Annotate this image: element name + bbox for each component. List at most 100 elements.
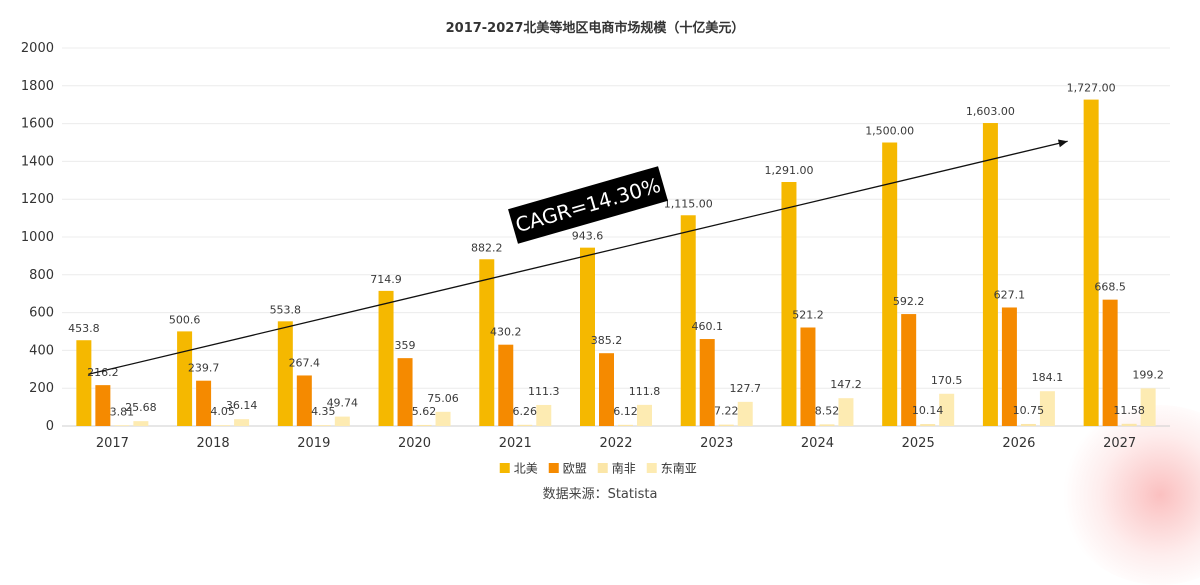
data-label: 10.75 [1013,404,1045,417]
bar [416,424,432,426]
bar [637,404,652,426]
legend-swatch [499,463,510,473]
x-tick-label: 2018 [197,436,230,451]
bar [1140,388,1156,426]
grid-lines [62,47,1170,427]
chart: 2017-2027北美等地区电商市场规模（十亿美元） 0 200 400 600 800… [21,20,1170,502]
data-label: 7.22 [714,405,739,418]
legend-label: 欧盟 [563,462,587,476]
bar [498,344,514,426]
bar [680,215,696,426]
legend-label: 南非 [612,461,636,476]
bar [939,393,955,426]
y-tick-label: 1600 [21,117,54,132]
x-axis-ticks: 2017 2018 2019 2020 2021 2022 2023 2024 2025 2026… [96,436,1136,451]
bar [479,259,495,426]
bar [920,424,936,426]
data-label: 1,603.00 [966,105,1015,118]
y-tick-label: 1400 [21,154,54,169]
bar [982,123,998,427]
bar [781,182,797,426]
bar [435,411,451,426]
data-label: 1,291.00 [764,164,813,177]
data-label: 882.2 [471,241,503,254]
data-label: 10.14 [912,404,944,417]
y-tick-label: 1000 [21,230,54,245]
data-label: 359 [395,339,416,352]
bar [76,340,92,426]
x-tick-label: 2022 [599,436,632,451]
data-label: 460.1 [691,320,723,333]
legend: 北美 欧盟 南非 东南亚 [499,461,697,476]
x-tick-label: 2020 [398,436,431,451]
x-tick-label: 2025 [902,436,935,451]
bar [699,339,715,426]
bar [1083,99,1099,427]
bar [196,380,212,426]
data-label: 147.2 [830,378,862,391]
bar [133,421,149,426]
legend-label: 北美 [514,462,538,476]
data-label: 3.81 [110,405,135,418]
data-label: 430.2 [490,326,522,339]
data-label: 385.2 [591,334,623,347]
bar [1001,307,1017,426]
bar [618,424,633,426]
cagr-arrow [88,139,1068,375]
legend-swatch [597,463,608,473]
bar [378,290,394,426]
data-label: 668.5 [1094,281,1126,294]
bar [1020,423,1036,426]
y-tick-label: 0 [46,419,54,434]
bar [800,327,816,426]
data-label: 6.12 [613,405,638,418]
bar [1121,423,1137,426]
data-label: 1,727.00 [1067,82,1116,95]
bar [177,331,193,426]
bar [517,424,533,426]
bar [536,404,552,426]
data-label: 25.68 [125,401,157,414]
data-label: 36.14 [226,399,258,412]
bar [95,385,111,426]
x-tick-label: 2027 [1103,436,1136,451]
data-label: 239.7 [188,362,220,375]
data-label: 6.26 [513,405,538,418]
cagr-label-background [508,166,668,244]
data-label: 11.58 [1113,404,1145,417]
data-label: 49.74 [327,397,359,410]
data-label: 75.06 [427,392,459,405]
y-axis-ticks: 0 200 400 600 800 1000 1200 1400 1600 1800 2000 [21,41,54,434]
data-label: 184.1 [1032,371,1064,384]
bar [819,424,835,426]
legend-swatch [548,463,559,473]
bar [334,416,350,426]
x-tick-label: 2017 [96,436,129,451]
y-tick-label: 1800 [21,79,54,94]
bar [838,398,854,426]
data-source: 数据来源：Statista [543,487,658,502]
x-tick-label: 2021 [499,436,532,451]
cagr-arrow-line [88,140,1068,375]
bar [901,314,917,426]
y-tick-label: 800 [29,268,54,283]
bar [234,419,250,426]
data-label: 4.35 [311,405,336,418]
legend-swatch [646,463,657,473]
data-label: 170.5 [931,374,963,387]
y-tick-label: 200 [29,381,54,396]
bar [882,142,898,426]
data-label: 453.8 [68,322,100,335]
y-tick-label: 1200 [21,192,54,207]
data-label: 5.62 [412,405,437,418]
data-label: 592.2 [893,295,925,308]
data-label: 8.52 [815,404,840,417]
data-label: 267.4 [289,356,321,369]
data-label: 714.9 [370,273,402,286]
bar [277,321,293,426]
bar [397,358,413,426]
bars [76,99,1156,427]
data-label: 943.6 [572,230,604,243]
data-label: 111.8 [629,385,661,398]
bar [296,375,312,426]
